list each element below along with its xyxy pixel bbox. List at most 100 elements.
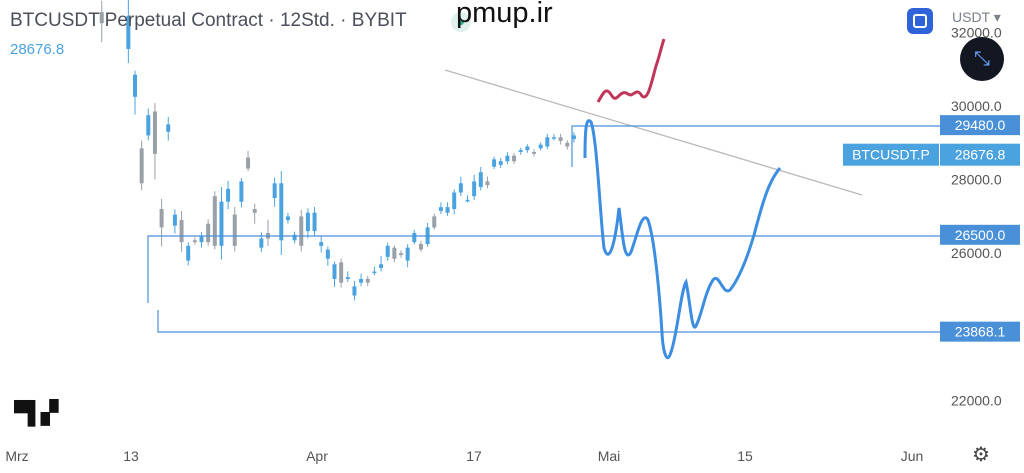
- candle-body: [405, 247, 410, 261]
- candle-body: [372, 271, 377, 274]
- trend-line: [444, 69, 863, 196]
- level-line-29480: [571, 125, 940, 167]
- candle-body: [146, 115, 151, 136]
- time-axis[interactable]: Mrz 13 Apr 17 Mai 15 Jun: [5, 448, 923, 464]
- candle-body: [159, 209, 164, 228]
- x-tick-label: 13: [123, 448, 139, 464]
- candle-body: [498, 161, 503, 165]
- symbol-label: BTCUSDT.P: [852, 147, 930, 163]
- candle-body: [505, 155, 510, 162]
- price-level-value: 23868.1: [955, 324, 1006, 340]
- chart-title: BTCUSDT Perpetual Contract · 12Std. · BY…: [10, 10, 407, 31]
- blue-projection-path: [583, 119, 782, 360]
- candle-body: [399, 253, 403, 256]
- currency-selector[interactable]: USDT ▾: [952, 9, 1001, 26]
- candle-body: [558, 137, 563, 141]
- level-line-23868: [157, 310, 940, 333]
- candle-body: [179, 220, 184, 243]
- candle-body: [512, 155, 517, 162]
- last-price-value: 28676.8: [955, 147, 1006, 163]
- candle-body: [212, 196, 217, 246]
- candle-body: [438, 207, 443, 211]
- level-line-26500: [147, 235, 940, 303]
- last-price-label: BTCUSDT.P 28676.8: [843, 143, 1020, 166]
- candle-body: [166, 124, 171, 132]
- candle-body: [332, 264, 337, 279]
- y-tick-label: 30000.0: [951, 98, 1002, 114]
- price-level-tag: [940, 224, 1020, 245]
- candle-body: [359, 278, 364, 283]
- candle-body: [319, 242, 324, 246]
- price-level-tag: [940, 321, 1020, 342]
- candle-body: [518, 150, 523, 152]
- tradingview-logo: ▀▌▞: [14, 400, 58, 425]
- price-axis[interactable]: 22000.0 26000.0 28000.0 30000.0 32000.0: [951, 24, 1002, 408]
- candle-body: [525, 146, 530, 151]
- y-tick-label: 28000.0: [951, 172, 1002, 188]
- candle-body: [305, 212, 310, 232]
- candle-body: [452, 192, 457, 210]
- candle-body: [365, 278, 370, 283]
- candle-body: [152, 111, 157, 154]
- candle-body: [418, 244, 423, 250]
- watermark: pmup.ir: [456, 0, 553, 29]
- x-tick-label: Jun: [901, 448, 924, 464]
- candle-body: [485, 181, 490, 186]
- y-tick-label: 22000.0: [951, 392, 1002, 408]
- last-price-readout: 28676.8: [10, 41, 65, 58]
- candle-body: [532, 152, 536, 154]
- candle-body: [325, 249, 330, 259]
- candle-body: [206, 223, 211, 243]
- candle-body: [199, 236, 204, 243]
- candle-body: [565, 142, 570, 147]
- price-level-value: 26500.0: [955, 227, 1006, 243]
- chart-drawings: [147, 38, 940, 360]
- x-tick-label: 15: [737, 448, 753, 464]
- y-tick-label: 26000.0: [951, 245, 1002, 261]
- gear-icon[interactable]: ⚙: [972, 444, 990, 466]
- candle-body: [392, 247, 397, 259]
- candle-body: [538, 144, 543, 149]
- symbol-tag: [843, 143, 939, 166]
- candle-body: [492, 159, 497, 167]
- x-tick-label: 17: [466, 448, 482, 464]
- candle-body: [551, 137, 556, 139]
- candle-body: [239, 181, 244, 202]
- fullscreen-icon[interactable]: [907, 8, 933, 34]
- x-tick-label: Apr: [306, 448, 328, 464]
- candle-body: [186, 245, 191, 261]
- candle-body: [99, 12, 104, 24]
- y-tick-label: 32000.0: [951, 24, 1002, 40]
- candle-body: [126, 15, 131, 49]
- candle-body: [571, 135, 576, 140]
- candle-body: [252, 209, 257, 213]
- chevron-down-icon: ▾: [989, 9, 1001, 25]
- candle-body: [445, 207, 450, 213]
- candle-body: [285, 216, 290, 221]
- candle-body: [299, 216, 304, 246]
- candle-body: [133, 74, 137, 97]
- last-price-tag: [940, 143, 1020, 166]
- candle-body: [465, 199, 470, 202]
- candle-body: [345, 277, 350, 279]
- candle-body: [219, 201, 224, 246]
- candle-body: [385, 245, 390, 257]
- red-projection-path: [596, 38, 666, 103]
- x-tick-label: Mai: [598, 448, 621, 464]
- candle-body: [458, 183, 463, 193]
- candle-body: [172, 214, 177, 226]
- candle-body: [432, 216, 437, 228]
- candle-body: [412, 232, 417, 243]
- collapse-arrows-icon[interactable]: ⤡: [960, 37, 1004, 81]
- candle-body: [292, 234, 297, 241]
- candle-body: [352, 286, 357, 296]
- price-level-labels: 29480.0 26500.0 23868.1: [940, 115, 1020, 342]
- price-level-value: 29480.0: [955, 117, 1006, 133]
- candle-body: [226, 188, 231, 202]
- candle-body: [478, 172, 483, 187]
- candle-body: [272, 183, 277, 198]
- candle-body: [139, 148, 144, 184]
- candle-body: [312, 212, 317, 232]
- candle-body: [472, 181, 477, 197]
